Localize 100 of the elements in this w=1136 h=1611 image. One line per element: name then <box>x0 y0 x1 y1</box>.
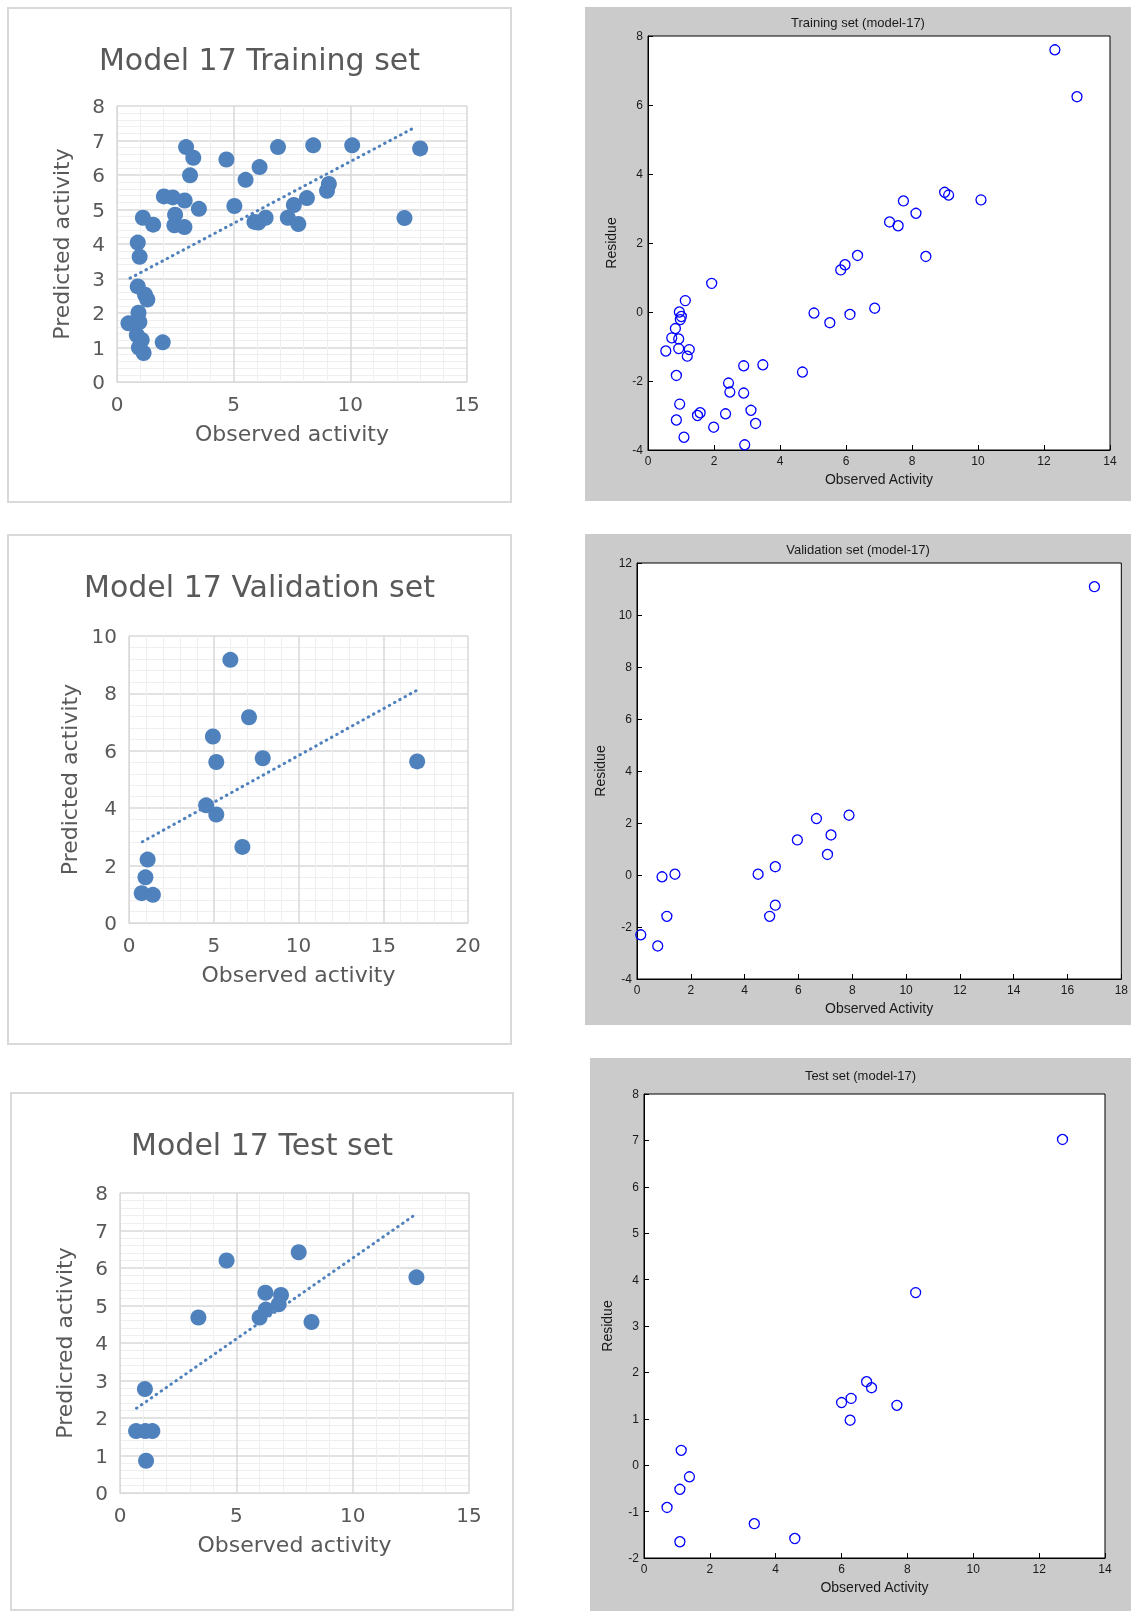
point <box>683 343 695 356</box>
y-tick-label: 0 <box>636 305 644 319</box>
point <box>839 259 851 271</box>
point <box>910 207 922 219</box>
point <box>796 366 809 378</box>
x-tick-label: 10 <box>899 983 914 997</box>
y-tick-label: 8 <box>632 1087 640 1101</box>
y-axis-title: Predicted activity <box>57 683 83 876</box>
point <box>757 359 769 371</box>
x-tick-label: 5 <box>207 933 221 957</box>
point <box>769 899 781 911</box>
point <box>135 345 152 362</box>
point <box>674 1483 686 1495</box>
point <box>673 306 685 318</box>
x-axis-title: Observed Activity <box>820 1579 929 1595</box>
point <box>843 809 855 821</box>
point <box>178 139 195 156</box>
x-axis-title: Observed Activity <box>825 1000 934 1016</box>
point <box>670 369 683 382</box>
point <box>739 439 751 451</box>
x-tick-label: 12 <box>1032 1562 1047 1576</box>
y-axis-title: Residue <box>592 745 608 797</box>
point <box>865 1382 878 1394</box>
point <box>825 829 837 841</box>
x-tick-label: 12 <box>1037 454 1051 468</box>
point <box>241 709 258 726</box>
y-tick-label: 0 <box>92 370 105 394</box>
point <box>182 167 199 184</box>
y-tick-label: 2 <box>95 1406 108 1430</box>
chart-title: Model 17 Test set <box>131 1126 394 1162</box>
y-tick-label: 4 <box>92 232 105 256</box>
point <box>290 1244 307 1261</box>
chart-title: Model 17 Training set <box>98 41 421 77</box>
y-tick-label: 4 <box>636 167 644 181</box>
y-axis-title: Residue <box>603 217 619 269</box>
point <box>808 307 820 319</box>
point <box>835 264 847 276</box>
point <box>745 404 757 416</box>
x-tick-label: 14 <box>1103 454 1117 468</box>
y-tick-label: 7 <box>95 1218 108 1243</box>
chart-title: Model 17 Validation set <box>84 568 436 604</box>
point <box>144 886 161 903</box>
point <box>673 333 685 345</box>
point <box>666 332 678 344</box>
y-axis-title: Predicred activity <box>51 1247 77 1439</box>
y-tick-label: 6 <box>625 712 633 726</box>
point <box>176 192 193 209</box>
point <box>1071 91 1083 103</box>
point <box>139 851 156 868</box>
y-tick-label: 7 <box>92 128 105 153</box>
point <box>891 1399 903 1411</box>
x-tick-label: 10 <box>971 454 985 468</box>
y-tick-label: 5 <box>632 1226 640 1241</box>
point <box>408 1269 425 1286</box>
point <box>290 215 307 232</box>
point <box>298 190 315 207</box>
y-tick-label: 6 <box>95 1256 108 1280</box>
chart-title: Training set (model-17) <box>791 15 925 30</box>
y-tick-label: 1 <box>92 335 105 360</box>
point <box>835 1396 848 1409</box>
y-tick-label: 1 <box>632 1411 640 1426</box>
point <box>635 929 647 941</box>
y-tick-label: 10 <box>91 624 117 648</box>
point <box>738 387 750 399</box>
x-tick-label: 4 <box>772 1562 780 1576</box>
y-tick-label: 1 <box>95 1443 108 1468</box>
x-axis-title: Observed Activity <box>824 471 934 487</box>
point <box>138 1452 155 1469</box>
point <box>137 869 154 886</box>
point <box>251 1309 268 1326</box>
point <box>722 377 735 389</box>
point <box>185 149 202 166</box>
point <box>724 386 736 398</box>
x-tick-label: 14 <box>1098 1562 1112 1576</box>
chart-title: Validation set (model-17) <box>786 542 930 557</box>
point <box>656 871 668 883</box>
x-tick-label: 6 <box>842 454 850 468</box>
x-tick-label: 10 <box>285 933 312 957</box>
point <box>234 838 251 855</box>
y-tick-label: 2 <box>625 816 633 830</box>
point <box>824 317 836 329</box>
point <box>897 195 910 207</box>
x-tick-label: 6 <box>838 1562 846 1576</box>
x-tick-label: 2 <box>706 1562 714 1576</box>
x-tick-label: 12 <box>953 983 967 997</box>
y-tick-label: 8 <box>104 681 117 706</box>
point <box>412 140 429 157</box>
point <box>939 186 951 198</box>
point <box>305 137 322 154</box>
x-tick-label: 8 <box>848 983 856 997</box>
point <box>661 1501 673 1514</box>
point <box>254 750 271 767</box>
point <box>204 728 221 745</box>
x-axis-title: Observed activity <box>195 420 389 446</box>
x-tick-label: 4 <box>776 454 784 468</box>
point <box>1088 581 1101 593</box>
y-tick-label: 2 <box>104 853 117 878</box>
point <box>675 1444 687 1456</box>
point <box>673 342 685 355</box>
point <box>719 408 732 420</box>
